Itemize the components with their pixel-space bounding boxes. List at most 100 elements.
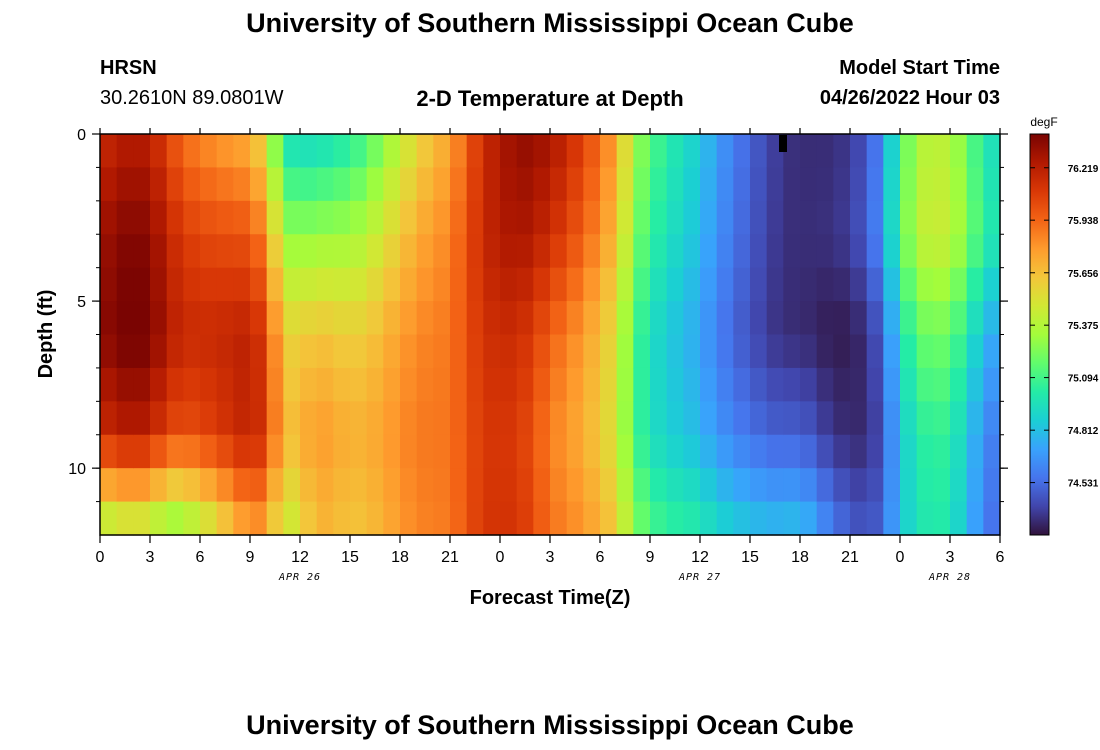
heatmap-cell bbox=[650, 234, 668, 269]
heatmap-cell bbox=[900, 334, 918, 369]
heatmap-cell bbox=[600, 200, 618, 235]
heatmap-cell bbox=[466, 301, 484, 336]
x-tick-label: 21 bbox=[841, 549, 859, 566]
x-tick-label: 9 bbox=[646, 549, 655, 566]
heatmap-cell bbox=[883, 134, 901, 169]
heatmap-cell bbox=[433, 234, 451, 269]
heatmap-cell bbox=[950, 200, 968, 235]
heatmap-cell bbox=[166, 134, 184, 169]
heatmap-cell bbox=[800, 434, 818, 469]
heatmap-cell bbox=[300, 200, 318, 235]
heatmap-cell bbox=[583, 401, 601, 436]
colorbar bbox=[1029, 133, 1050, 536]
y-tick-label: 10 bbox=[68, 461, 86, 478]
heatmap-cell bbox=[566, 468, 584, 503]
heatmap-cell bbox=[516, 267, 534, 302]
heatmap-cell bbox=[150, 468, 168, 503]
heatmap-cell bbox=[316, 267, 334, 302]
heatmap-cell bbox=[300, 167, 318, 202]
heatmap-cell bbox=[550, 401, 568, 436]
heatmap-cell bbox=[316, 134, 334, 169]
heatmap-cell bbox=[650, 401, 668, 436]
heatmap-cell bbox=[683, 167, 701, 202]
heatmap-cell bbox=[816, 468, 834, 503]
heatmap-cell bbox=[900, 234, 918, 269]
heatmap-cell bbox=[300, 334, 318, 369]
heatmap-cell bbox=[366, 367, 384, 402]
colorbar-label: 74.531 bbox=[1068, 479, 1099, 490]
heatmap-cell bbox=[750, 501, 768, 536]
heatmap-cell bbox=[883, 167, 901, 202]
heatmap-cell bbox=[416, 401, 434, 436]
heatmap-cell bbox=[200, 167, 218, 202]
page-title: University of Southern Mississippi Ocean… bbox=[246, 8, 854, 38]
heatmap-cell bbox=[283, 234, 301, 269]
heatmap-cell bbox=[316, 200, 334, 235]
heatmap-cell bbox=[433, 468, 451, 503]
heatmap-cell bbox=[183, 134, 201, 169]
heatmap-cell bbox=[150, 134, 168, 169]
heatmap-cell bbox=[166, 468, 184, 503]
heatmap-cell bbox=[500, 434, 518, 469]
heatmap-cell bbox=[883, 468, 901, 503]
heatmap-cell bbox=[666, 434, 684, 469]
heatmap-cell bbox=[550, 134, 568, 169]
heatmap-cell bbox=[950, 234, 968, 269]
heatmap-cell bbox=[166, 301, 184, 336]
heatmap-cell bbox=[233, 167, 251, 202]
heatmap-cell bbox=[333, 167, 351, 202]
heatmap-cell bbox=[100, 468, 118, 503]
heatmap-cell bbox=[850, 134, 868, 169]
heatmap-cell bbox=[583, 167, 601, 202]
heatmap-cell bbox=[200, 301, 218, 336]
heatmap-cell bbox=[433, 167, 451, 202]
heatmap-cell bbox=[250, 501, 268, 536]
heatmap-cell bbox=[133, 267, 151, 302]
heatmap-cell bbox=[150, 301, 168, 336]
heatmap-cell bbox=[300, 267, 318, 302]
heatmap-cell bbox=[900, 468, 918, 503]
heatmap-cell bbox=[450, 468, 468, 503]
heatmap-cell bbox=[333, 267, 351, 302]
heatmap-cell bbox=[616, 468, 634, 503]
heatmap-cell bbox=[466, 434, 484, 469]
heatmap-cell bbox=[400, 267, 418, 302]
heatmap-cell bbox=[750, 134, 768, 169]
heatmap-cell bbox=[400, 301, 418, 336]
heatmap-cell bbox=[733, 167, 751, 202]
heatmap-cell bbox=[200, 367, 218, 402]
heatmap-cell bbox=[483, 234, 501, 269]
heatmap-cell bbox=[100, 234, 118, 269]
heatmap-cell bbox=[350, 267, 368, 302]
x-tick-label: 15 bbox=[741, 549, 759, 566]
heatmap-cell bbox=[516, 301, 534, 336]
heatmap-cell bbox=[916, 434, 934, 469]
heatmap-cell bbox=[283, 334, 301, 369]
heatmap-cell bbox=[866, 468, 884, 503]
heatmap-cell bbox=[700, 234, 718, 269]
heatmap-cell bbox=[350, 134, 368, 169]
heatmap-cell bbox=[716, 134, 734, 169]
heatmap-cell bbox=[266, 367, 284, 402]
heatmap-cell bbox=[966, 401, 984, 436]
heatmap-cell bbox=[550, 334, 568, 369]
heatmap-cell bbox=[833, 267, 851, 302]
heatmap-cell bbox=[483, 501, 501, 536]
heatmap-cell bbox=[783, 234, 801, 269]
heatmap-cell bbox=[783, 367, 801, 402]
heatmap-cell bbox=[466, 334, 484, 369]
x-tick-label: 21 bbox=[441, 549, 459, 566]
heatmap-cell bbox=[666, 401, 684, 436]
heatmap-cell bbox=[833, 234, 851, 269]
heatmap-cell bbox=[216, 200, 234, 235]
heatmap-cell bbox=[883, 401, 901, 436]
heatmap-cell bbox=[533, 501, 551, 536]
heatmap-cell bbox=[166, 401, 184, 436]
heatmap-cell bbox=[183, 267, 201, 302]
heatmap-cell bbox=[900, 200, 918, 235]
heatmap-cell bbox=[616, 301, 634, 336]
heatmap-cell bbox=[633, 234, 651, 269]
heatmap-cell bbox=[883, 367, 901, 402]
heatmap-cell bbox=[250, 234, 268, 269]
heatmap-cell bbox=[933, 134, 951, 169]
